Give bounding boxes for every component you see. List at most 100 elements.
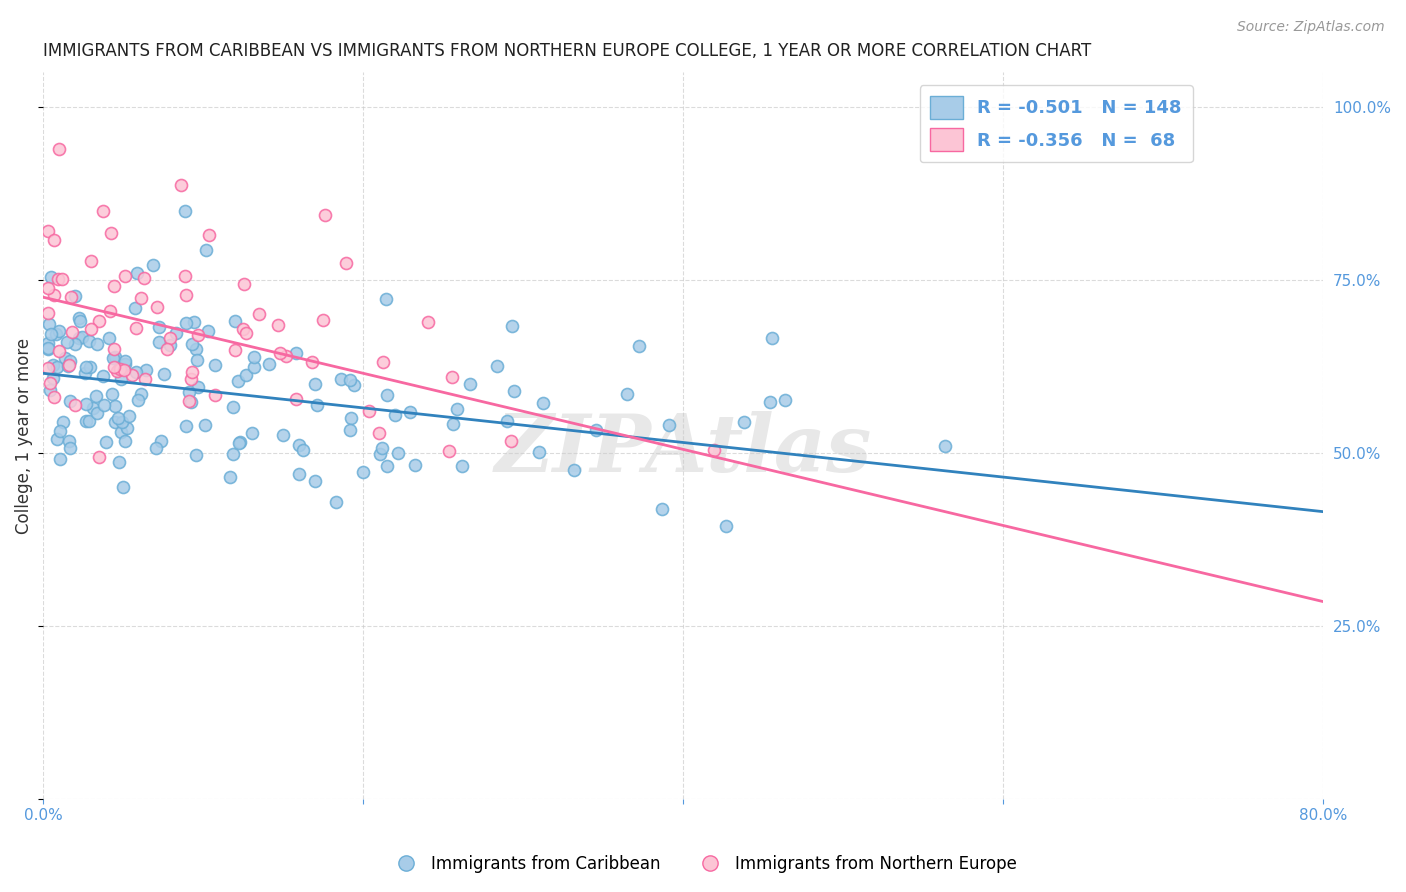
Text: IMMIGRANTS FROM CARIBBEAN VS IMMIGRANTS FROM NORTHERN EUROPE COLLEGE, 1 YEAR OR : IMMIGRANTS FROM CARIBBEAN VS IMMIGRANTS … bbox=[44, 42, 1091, 60]
Point bbox=[39, 384, 62, 398]
Point bbox=[42, 371, 65, 385]
Point bbox=[585, 423, 607, 437]
Point bbox=[387, 446, 409, 460]
Point bbox=[235, 326, 257, 340]
Point bbox=[67, 310, 90, 325]
Point bbox=[186, 353, 208, 368]
Point bbox=[384, 408, 406, 422]
Point bbox=[75, 397, 97, 411]
Point bbox=[339, 373, 361, 387]
Point bbox=[714, 519, 737, 533]
Point bbox=[100, 226, 122, 240]
Point bbox=[180, 394, 202, 409]
Point bbox=[243, 359, 266, 374]
Point bbox=[292, 443, 315, 458]
Point bbox=[104, 415, 127, 429]
Point bbox=[224, 343, 246, 358]
Point bbox=[59, 441, 82, 455]
Point bbox=[124, 301, 146, 315]
Point bbox=[59, 290, 82, 304]
Point bbox=[235, 368, 257, 383]
Point bbox=[98, 330, 121, 344]
Point bbox=[198, 227, 221, 242]
Point bbox=[37, 360, 59, 375]
Point bbox=[195, 243, 218, 257]
Point bbox=[114, 354, 136, 368]
Point bbox=[84, 389, 107, 403]
Point bbox=[48, 424, 70, 438]
Point bbox=[340, 411, 363, 425]
Point bbox=[177, 385, 200, 400]
Point bbox=[112, 362, 135, 376]
Point bbox=[86, 336, 108, 351]
Point bbox=[219, 470, 242, 484]
Point bbox=[339, 423, 361, 437]
Point bbox=[503, 384, 526, 399]
Point bbox=[370, 447, 392, 461]
Point bbox=[187, 379, 209, 393]
Point bbox=[110, 425, 132, 440]
Point bbox=[232, 277, 254, 292]
Point bbox=[101, 351, 124, 365]
Point bbox=[174, 203, 197, 218]
Point bbox=[80, 253, 103, 268]
Point bbox=[37, 336, 59, 351]
Point bbox=[616, 386, 638, 401]
Point bbox=[67, 331, 90, 345]
Text: ZIPAtlas: ZIPAtlas bbox=[495, 411, 872, 489]
Point bbox=[274, 349, 297, 363]
Point bbox=[42, 287, 65, 301]
Point bbox=[240, 425, 263, 440]
Point bbox=[148, 334, 170, 349]
Point bbox=[228, 435, 250, 450]
Point bbox=[108, 361, 131, 376]
Point bbox=[703, 442, 725, 457]
Point bbox=[437, 443, 460, 458]
Point bbox=[352, 465, 374, 479]
Point bbox=[301, 355, 323, 369]
Point bbox=[761, 331, 783, 345]
Point bbox=[103, 278, 125, 293]
Point bbox=[63, 289, 86, 303]
Point bbox=[232, 322, 254, 336]
Point bbox=[46, 359, 69, 374]
Point bbox=[329, 372, 352, 386]
Text: Source: ZipAtlas.com: Source: ZipAtlas.com bbox=[1237, 20, 1385, 34]
Point bbox=[135, 363, 157, 377]
Point bbox=[184, 448, 207, 462]
Point bbox=[284, 392, 307, 406]
Point bbox=[39, 376, 62, 390]
Point bbox=[59, 354, 82, 368]
Point bbox=[204, 388, 226, 402]
Point bbox=[91, 368, 114, 383]
Point bbox=[271, 427, 294, 442]
Point bbox=[58, 359, 80, 373]
Point bbox=[93, 398, 115, 412]
Point bbox=[775, 392, 797, 407]
Point bbox=[82, 401, 104, 415]
Point bbox=[148, 320, 170, 334]
Point bbox=[127, 393, 149, 408]
Point bbox=[165, 326, 187, 340]
Point bbox=[174, 288, 197, 302]
Legend: R = -0.501   N = 148, R = -0.356   N =  68: R = -0.501 N = 148, R = -0.356 N = 68 bbox=[920, 85, 1192, 162]
Point bbox=[224, 314, 246, 328]
Point bbox=[496, 414, 519, 428]
Point bbox=[181, 337, 204, 351]
Point bbox=[159, 338, 181, 352]
Point bbox=[72, 330, 94, 344]
Point bbox=[150, 434, 173, 449]
Point bbox=[87, 314, 110, 328]
Point bbox=[39, 326, 62, 341]
Point bbox=[304, 475, 326, 489]
Point bbox=[153, 368, 176, 382]
Point bbox=[450, 458, 472, 473]
Point bbox=[125, 365, 148, 379]
Point bbox=[94, 434, 117, 449]
Point bbox=[134, 271, 156, 285]
Point bbox=[367, 425, 389, 440]
Point bbox=[37, 343, 59, 357]
Point bbox=[229, 435, 252, 450]
Point bbox=[284, 346, 307, 360]
Point bbox=[174, 418, 197, 433]
